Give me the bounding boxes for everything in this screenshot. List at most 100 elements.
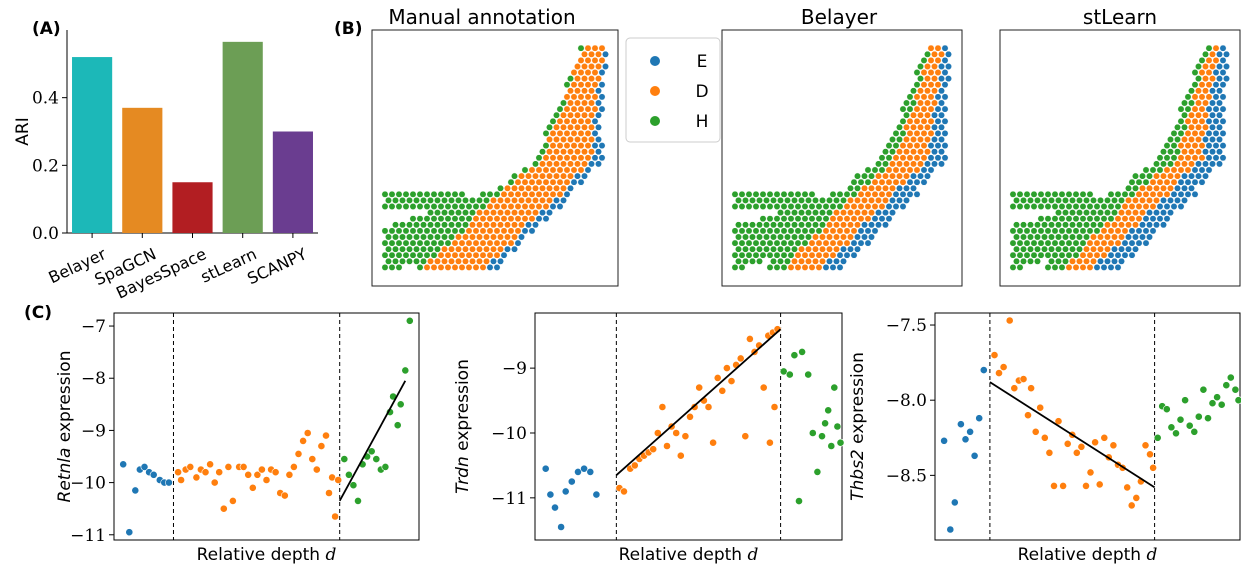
scatter-point-h bbox=[381, 462, 390, 471]
map-spot-h bbox=[878, 166, 886, 174]
map-spot-d bbox=[1065, 263, 1073, 271]
map-spot-h bbox=[808, 215, 816, 223]
map-spot-h bbox=[430, 239, 438, 247]
map-spot-h bbox=[801, 203, 809, 210]
map-spot-d bbox=[833, 245, 840, 253]
map-spot-e bbox=[595, 148, 602, 156]
map-spot-d bbox=[528, 178, 536, 186]
map-spot-h bbox=[780, 215, 788, 223]
map-spot-h bbox=[1023, 190, 1031, 198]
map-spot-d bbox=[539, 196, 546, 204]
map-spot-d bbox=[871, 178, 879, 186]
scatter-y-tick-label: −10 bbox=[491, 424, 527, 444]
map-spot-d bbox=[511, 209, 518, 217]
scatter-y-axis-label-rest: expression bbox=[55, 351, 75, 448]
map-spot-d bbox=[826, 233, 833, 241]
map-spot-h bbox=[430, 203, 438, 210]
scatter-point-e bbox=[541, 464, 550, 473]
bar-y-tick-label: 0.2 bbox=[32, 156, 59, 176]
scatter-point-e bbox=[950, 498, 959, 507]
map-spot-e bbox=[882, 209, 889, 217]
map-spot-h bbox=[1013, 221, 1020, 229]
map-spot-d bbox=[1198, 93, 1206, 101]
map-spot-h bbox=[1037, 203, 1045, 210]
map-spot-h bbox=[1174, 123, 1181, 131]
map-spot-h bbox=[430, 190, 438, 198]
map-spot-h bbox=[437, 190, 445, 198]
map-spot-d bbox=[927, 56, 935, 64]
map-spot-e bbox=[1219, 105, 1227, 113]
map-spot-h bbox=[476, 196, 483, 204]
panel-label-a: (A) bbox=[32, 19, 61, 39]
map-spot-h bbox=[1041, 245, 1048, 253]
map-spot-h bbox=[1181, 99, 1188, 107]
map-spot-e bbox=[1205, 117, 1213, 125]
map-spot-h bbox=[756, 233, 763, 241]
map-spot-d bbox=[504, 221, 511, 229]
map-spot-d bbox=[577, 56, 585, 64]
scatter-y-axis-label-rest: expression bbox=[848, 352, 868, 449]
scatter-point-h bbox=[1208, 399, 1217, 408]
map-spot-d bbox=[441, 257, 448, 265]
scatter-point-h bbox=[804, 370, 813, 379]
map-spot-d bbox=[1111, 221, 1118, 229]
scatter-x-axis-label-var: d bbox=[747, 545, 758, 565]
map-spot-d bbox=[910, 148, 917, 156]
map-spot-e bbox=[1181, 184, 1188, 192]
map-spot-d bbox=[479, 239, 487, 247]
scatter-x-axis-label: Relative depth d bbox=[619, 545, 759, 565]
map-spot-e bbox=[1153, 209, 1160, 217]
map-spot-e bbox=[1153, 221, 1160, 229]
scatter-point-d bbox=[723, 364, 731, 372]
map-spot-h bbox=[871, 166, 879, 174]
map-spot-h bbox=[413, 196, 420, 204]
map-spot-d bbox=[500, 227, 508, 235]
map-spot-h bbox=[770, 233, 777, 241]
map-spot-h bbox=[1041, 196, 1048, 204]
scatter-point-d bbox=[1082, 481, 1090, 490]
map-spot-d bbox=[1107, 239, 1115, 247]
map-spot-e bbox=[598, 93, 606, 101]
map-spot-d bbox=[483, 245, 490, 253]
map-spot-d bbox=[917, 160, 924, 168]
map-spot-e bbox=[941, 129, 949, 137]
map-spot-d bbox=[1195, 136, 1202, 143]
map-spot-e bbox=[934, 142, 942, 150]
map-spot-h bbox=[434, 233, 441, 241]
map-spot-d bbox=[560, 136, 567, 143]
map-spot-h bbox=[1016, 190, 1024, 198]
map-spot-d bbox=[913, 93, 921, 101]
map-spot-e bbox=[595, 111, 602, 119]
map-spot-d bbox=[1191, 142, 1199, 150]
map-spot-d bbox=[556, 129, 564, 137]
map-spot-d bbox=[486, 203, 494, 210]
map-spot-d bbox=[574, 136, 581, 143]
map-spot-h bbox=[511, 172, 518, 180]
map-spot-e bbox=[931, 123, 938, 131]
map-spot-d bbox=[549, 154, 557, 162]
map-spot-h bbox=[749, 221, 756, 229]
map-spot-d bbox=[588, 75, 595, 83]
map-spot-e bbox=[938, 75, 945, 83]
map-spot-d bbox=[1212, 44, 1220, 52]
map-spot-d bbox=[871, 190, 879, 198]
map-spot-d bbox=[563, 142, 571, 150]
map-spot-h bbox=[917, 75, 924, 83]
map-spot-h bbox=[864, 166, 872, 174]
map-spot-d bbox=[490, 233, 497, 241]
map-spot-e bbox=[861, 221, 868, 229]
map-spot-d bbox=[836, 215, 844, 223]
map-spot-d bbox=[1160, 172, 1167, 180]
map-spot-d bbox=[1205, 81, 1213, 89]
map-spot-d bbox=[847, 209, 854, 217]
map-spot-h bbox=[409, 190, 417, 198]
map-spot-h bbox=[430, 215, 438, 223]
map-spot-h bbox=[1016, 263, 1024, 271]
map-spot-e bbox=[822, 263, 830, 271]
map-spot-e bbox=[518, 233, 525, 241]
map-spot-d bbox=[924, 75, 931, 83]
map-spot-h bbox=[395, 263, 403, 271]
map-spot-h bbox=[1177, 117, 1185, 125]
map-spot-e bbox=[847, 245, 854, 253]
map-spot-e bbox=[945, 75, 952, 83]
